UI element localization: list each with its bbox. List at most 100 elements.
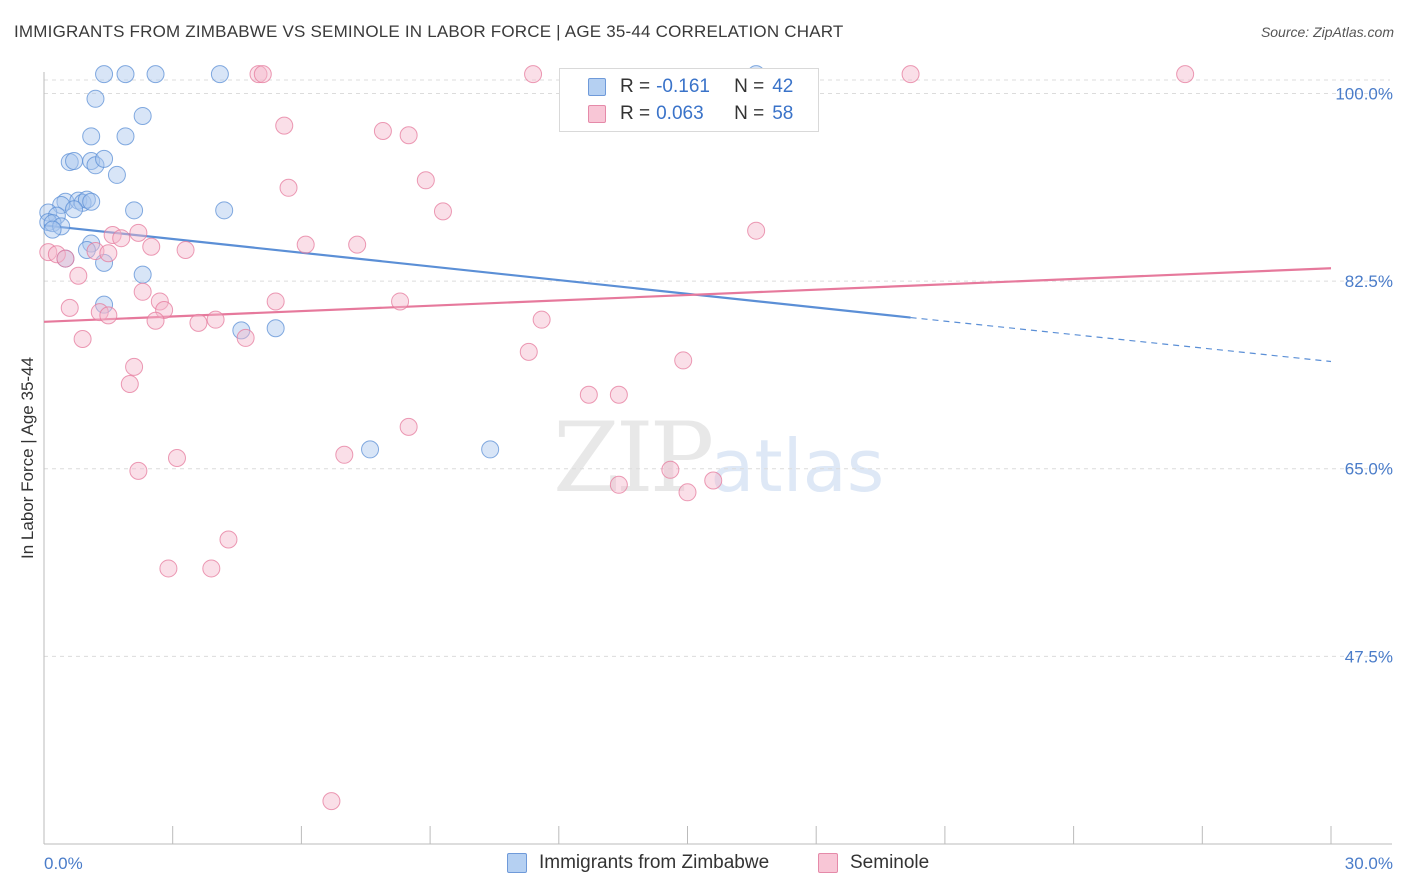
data-point (95, 65, 114, 84)
series-legend: Immigrants from Zimbabwe Seminole (0, 852, 1406, 878)
r-value: -0.161 (656, 76, 710, 97)
watermark-atlas: atlas (710, 424, 885, 508)
data-point (661, 460, 680, 479)
legend-label: Seminole (850, 852, 930, 873)
data-point (202, 559, 221, 578)
data-point (609, 385, 628, 404)
data-point (86, 89, 105, 108)
data-point (399, 126, 418, 145)
data-point (519, 342, 538, 361)
data-point (82, 192, 101, 211)
zimbabwe-swatch (507, 853, 527, 873)
y-tick-label: 82.5% (1345, 272, 1393, 291)
trend-line (43, 267, 1332, 323)
data-point (399, 417, 418, 436)
data-point (60, 298, 79, 317)
data-point (56, 249, 75, 268)
x-tick-label: 0.0% (44, 854, 83, 873)
data-point (253, 65, 272, 84)
tick-labels: 47.5% 65.0% 82.5% 100.0% 0.0% 30.0% (44, 84, 1393, 873)
data-point (69, 266, 88, 285)
n-value: 58 (772, 103, 794, 124)
data-point (129, 461, 148, 480)
watermark-zip: ZIP (553, 402, 714, 514)
data-point (219, 530, 238, 549)
data-point (704, 471, 723, 490)
trend-lines (43, 224, 1332, 363)
data-point (433, 202, 452, 221)
data-point (416, 171, 435, 190)
data-point (275, 116, 294, 135)
data-point (125, 201, 144, 220)
data-point (159, 559, 178, 578)
legend-item-zimbabwe[interactable]: Immigrants from Zimbabwe (507, 852, 769, 874)
data-point (150, 292, 169, 311)
data-point (361, 440, 380, 459)
seminole-swatch (818, 853, 838, 873)
data-point (176, 240, 195, 259)
data-point (481, 440, 500, 459)
data-point (142, 237, 161, 256)
data-point (43, 220, 62, 239)
data-point (99, 306, 118, 325)
data-point (206, 310, 225, 329)
data-point (120, 375, 139, 394)
data-point (116, 127, 135, 146)
data-point (112, 229, 131, 248)
stats-legend: R = -0.161 N = 42 R = 0.063 N = 58 (559, 68, 819, 132)
data-point (674, 351, 693, 370)
data-points (39, 65, 1195, 811)
series-points (39, 65, 1195, 811)
data-point (335, 445, 354, 464)
data-point (296, 235, 315, 254)
zimbabwe-swatch (588, 78, 606, 96)
data-point (95, 149, 114, 168)
data-point (146, 311, 165, 330)
data-point (678, 483, 697, 502)
n-label: N = (734, 103, 765, 124)
data-point (391, 292, 410, 311)
data-point (901, 65, 920, 84)
data-point (215, 201, 234, 220)
stats-legend-row-zimbabwe: R = -0.161 N = 42 (560, 73, 793, 101)
y-tick-label: 65.0% (1345, 460, 1393, 479)
data-point (236, 328, 255, 347)
series-points (39, 65, 766, 459)
data-point (107, 165, 126, 184)
data-point (99, 244, 118, 263)
legend-label: Immigrants from Zimbabwe (539, 852, 770, 873)
data-point (279, 178, 298, 197)
data-point (167, 449, 186, 467)
data-point (65, 151, 84, 170)
data-point (146, 65, 165, 84)
x-tick-label: 30.0% (1345, 854, 1393, 873)
data-point (116, 65, 135, 84)
grid-lines (44, 79, 1390, 657)
data-point (125, 357, 144, 376)
data-point (609, 475, 628, 494)
data-point (373, 121, 392, 140)
data-point (524, 65, 543, 84)
data-point (322, 792, 341, 811)
data-point (210, 65, 229, 84)
data-point (249, 65, 268, 84)
y-tick-label: 100.0% (1335, 84, 1393, 103)
chart-title: IMMIGRANTS FROM ZIMBABWE VS SEMINOLE IN … (14, 22, 844, 41)
data-point (579, 385, 598, 404)
data-point (129, 223, 148, 242)
n-value: 42 (772, 76, 794, 97)
stats-legend-row-seminole: R = 0.063 N = 58 (560, 100, 793, 128)
data-point (133, 282, 152, 301)
legend-item-seminole[interactable]: Seminole (818, 852, 929, 874)
axes (43, 72, 1392, 845)
data-point (65, 200, 84, 219)
data-point (348, 235, 367, 254)
r-value: 0.063 (656, 103, 704, 124)
data-point (47, 245, 66, 264)
y-tick-label: 47.5% (1345, 647, 1393, 666)
data-point (82, 127, 101, 146)
data-point (747, 221, 766, 240)
data-point (73, 329, 92, 348)
data-point (1176, 65, 1195, 84)
